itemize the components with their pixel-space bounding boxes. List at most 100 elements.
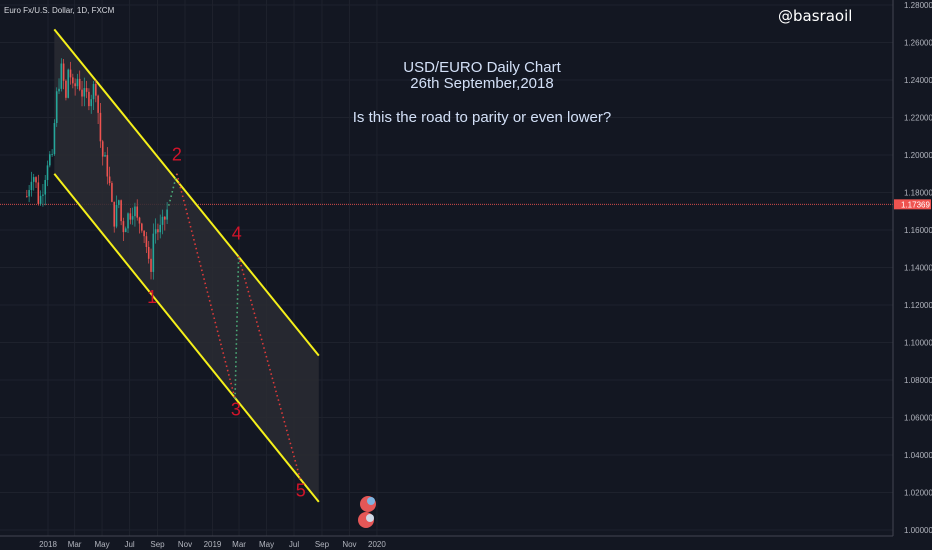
candle-body bbox=[72, 77, 74, 84]
candle-body bbox=[154, 229, 157, 234]
candle-body bbox=[145, 236, 148, 247]
candle-body bbox=[60, 63, 63, 89]
y-tick-label: 1.00000 bbox=[904, 526, 932, 535]
x-tick-label: 2020 bbox=[368, 540, 386, 549]
y-tick-label: 1.20000 bbox=[904, 151, 932, 160]
channel-lower-line bbox=[53, 173, 320, 503]
candle-body bbox=[67, 69, 70, 98]
candle-body bbox=[88, 91, 90, 107]
candle-body bbox=[46, 165, 49, 180]
price-axis: 1.28000 1.26000 1.24000 1.22000 1.20000 1.180… bbox=[892, 0, 932, 550]
candle-body bbox=[74, 83, 76, 87]
candle-body bbox=[69, 69, 72, 78]
watermark-handle: @basraoil bbox=[778, 7, 852, 25]
wave-label-4: 4 bbox=[232, 223, 242, 243]
candle-body bbox=[81, 89, 83, 97]
candle-body bbox=[49, 154, 51, 166]
candle-body bbox=[44, 179, 47, 195]
x-tick-label: Sep bbox=[150, 540, 165, 549]
channel-fill bbox=[54, 29, 319, 502]
x-tick-label: Nov bbox=[178, 540, 192, 549]
candle-body bbox=[150, 258, 152, 272]
candle-body bbox=[28, 190, 30, 197]
candle-body bbox=[42, 194, 44, 196]
annotation-date: 26th September,2018 bbox=[410, 75, 553, 92]
candle-body bbox=[124, 228, 127, 233]
candle-body bbox=[95, 84, 97, 96]
candle-body bbox=[115, 204, 118, 227]
last-price-label: 1.17369 bbox=[901, 200, 930, 209]
candle-body bbox=[97, 95, 99, 113]
candle-body bbox=[164, 216, 166, 220]
wave-label-3: 3 bbox=[231, 400, 241, 420]
comment-icon[interactable] bbox=[366, 514, 374, 522]
projection-layer bbox=[167, 173, 302, 480]
x-tick-label: 2018 bbox=[39, 540, 57, 549]
candle-body bbox=[143, 230, 145, 237]
candle-body bbox=[166, 209, 168, 220]
candle-body bbox=[136, 206, 139, 218]
y-tick-label: 1.10000 bbox=[904, 339, 932, 348]
candle-body bbox=[26, 196, 28, 198]
candle-body bbox=[55, 91, 58, 123]
y-tick-label: 1.14000 bbox=[904, 264, 932, 273]
symbol-label: Euro Fx/U.S. Dollar, 1D, FXCM bbox=[4, 6, 115, 15]
x-tick-label: Mar bbox=[232, 540, 246, 549]
candles bbox=[26, 58, 168, 280]
x-tick-label: Mar bbox=[68, 540, 82, 549]
candle-body bbox=[85, 88, 88, 92]
candle-body bbox=[161, 216, 164, 225]
candle-body bbox=[122, 221, 125, 233]
candle-body bbox=[147, 246, 150, 259]
candle-body bbox=[127, 213, 129, 229]
channel-upper-line bbox=[53, 28, 320, 357]
x-tick-label: Nov bbox=[342, 540, 356, 549]
projection-segment bbox=[167, 173, 178, 206]
candle-body bbox=[101, 141, 104, 157]
x-tick-label: Sep bbox=[315, 540, 330, 549]
time-axis: 2018 Mar May Jul Sep Nov 2019 Mar May Jul Sep Nov 20… bbox=[0, 535, 893, 550]
annotation-question: Is this the road to parity or even lower… bbox=[353, 109, 611, 126]
y-tick-label: 1.12000 bbox=[904, 301, 932, 310]
y-tick-label: 1.08000 bbox=[904, 376, 932, 385]
candle-body bbox=[39, 195, 42, 204]
wave-label-5: 5 bbox=[296, 480, 306, 500]
candle-body bbox=[30, 181, 33, 191]
candle-body bbox=[138, 217, 141, 224]
y-tick-label: 1.28000 bbox=[904, 1, 932, 10]
candle-body bbox=[152, 233, 155, 272]
y-tick-label: 1.06000 bbox=[904, 414, 932, 423]
candle-body bbox=[141, 223, 143, 231]
idea-icons[interactable] bbox=[358, 496, 376, 528]
candle-body bbox=[32, 177, 35, 182]
candle-body bbox=[53, 122, 56, 155]
candle-body bbox=[65, 80, 67, 98]
candle-body bbox=[159, 224, 162, 233]
candle-body bbox=[106, 155, 109, 177]
wave-label-2: 2 bbox=[172, 145, 182, 165]
y-tick-label: 1.18000 bbox=[904, 189, 932, 198]
candle-body bbox=[118, 200, 120, 205]
candle-body bbox=[90, 99, 93, 107]
x-tick-label: Jul bbox=[289, 540, 299, 549]
x-tick-label: Jul bbox=[124, 540, 134, 549]
projection-segment bbox=[234, 256, 240, 399]
candle-body bbox=[62, 63, 65, 81]
comment-icon[interactable] bbox=[367, 497, 375, 505]
x-tick-label: 2019 bbox=[204, 540, 222, 549]
wave-labels: 1 2 3 4 5 bbox=[147, 145, 306, 501]
y-tick-label: 1.16000 bbox=[904, 226, 932, 235]
candle-body bbox=[120, 200, 122, 222]
x-tick-label: May bbox=[95, 540, 110, 549]
candle-body bbox=[157, 229, 159, 233]
last-price-tag bbox=[894, 199, 931, 210]
candle-body bbox=[99, 112, 102, 142]
candle-body bbox=[104, 155, 106, 157]
wave-label-1: 1 bbox=[147, 287, 157, 307]
candle-body bbox=[108, 176, 111, 184]
candle-body bbox=[51, 154, 53, 155]
x-tick-label: May bbox=[259, 540, 274, 549]
y-tick-label: 1.04000 bbox=[904, 451, 932, 460]
